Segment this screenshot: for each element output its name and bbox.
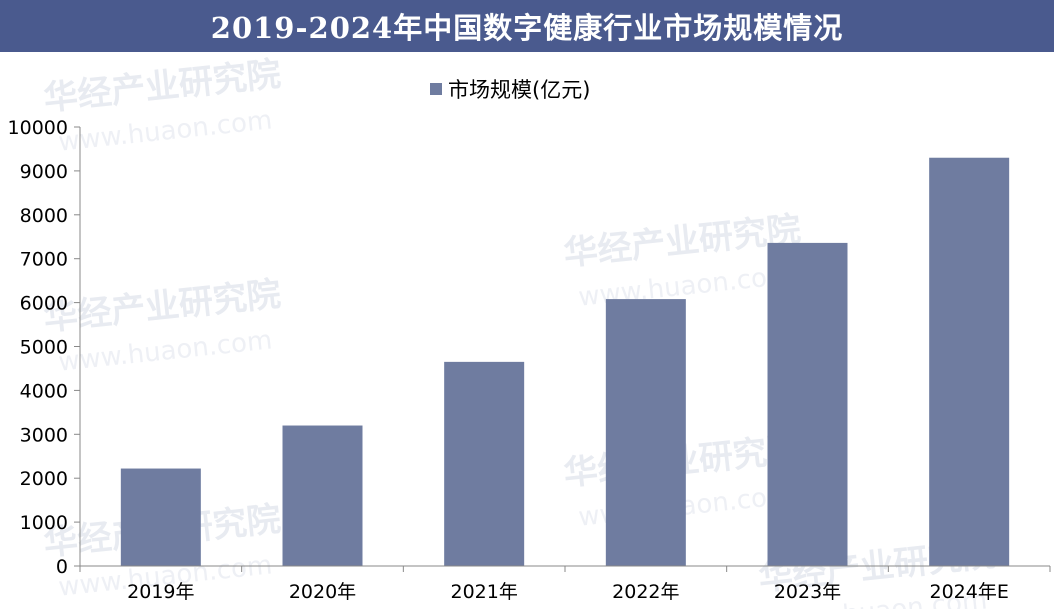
y-tick-label: 8000 bbox=[20, 205, 68, 227]
x-tick-label: 2019年 bbox=[127, 581, 194, 603]
x-tick-label: 2022年 bbox=[612, 581, 679, 603]
legend: 市场规模(亿元) bbox=[430, 74, 590, 104]
y-tick-label: 6000 bbox=[20, 293, 68, 315]
y-tick-label: 3000 bbox=[20, 424, 68, 446]
y-tick-label: 7000 bbox=[20, 249, 68, 271]
bar bbox=[605, 299, 686, 566]
y-tick-label: 1000 bbox=[20, 512, 68, 534]
bar bbox=[444, 361, 525, 566]
y-tick-label: 5000 bbox=[20, 337, 68, 359]
legend-label: 市场规模(亿元) bbox=[448, 78, 591, 102]
bar bbox=[929, 157, 1010, 567]
y-tick-label: 2000 bbox=[20, 468, 68, 490]
y-tick-label: 0 bbox=[56, 556, 68, 578]
chart-title: 2019-2024年中国数字健康行业市场规模情况 bbox=[210, 11, 844, 45]
x-tick-label: 2021年 bbox=[450, 581, 517, 603]
x-tick-label: 2020年 bbox=[289, 581, 356, 603]
bar bbox=[120, 468, 201, 566]
axes-group: 0 1000 2000 3000 4000 5000 6000 7000 8000 9000 100… bbox=[8, 117, 1051, 603]
y-tick-label: 9000 bbox=[20, 161, 68, 183]
x-tick-label: 2023年 bbox=[774, 581, 841, 603]
bars-group bbox=[120, 157, 1010, 567]
chart-title-bar: 2019-2024年中国数字健康行业市场规模情况 bbox=[0, 0, 1054, 52]
y-tick-label: 4000 bbox=[20, 380, 68, 402]
bar bbox=[282, 425, 363, 566]
bar bbox=[767, 242, 848, 566]
y-tick-label: 10000 bbox=[8, 117, 68, 139]
x-tick-label: 2024年E bbox=[929, 581, 1008, 603]
legend-swatch bbox=[430, 83, 442, 95]
